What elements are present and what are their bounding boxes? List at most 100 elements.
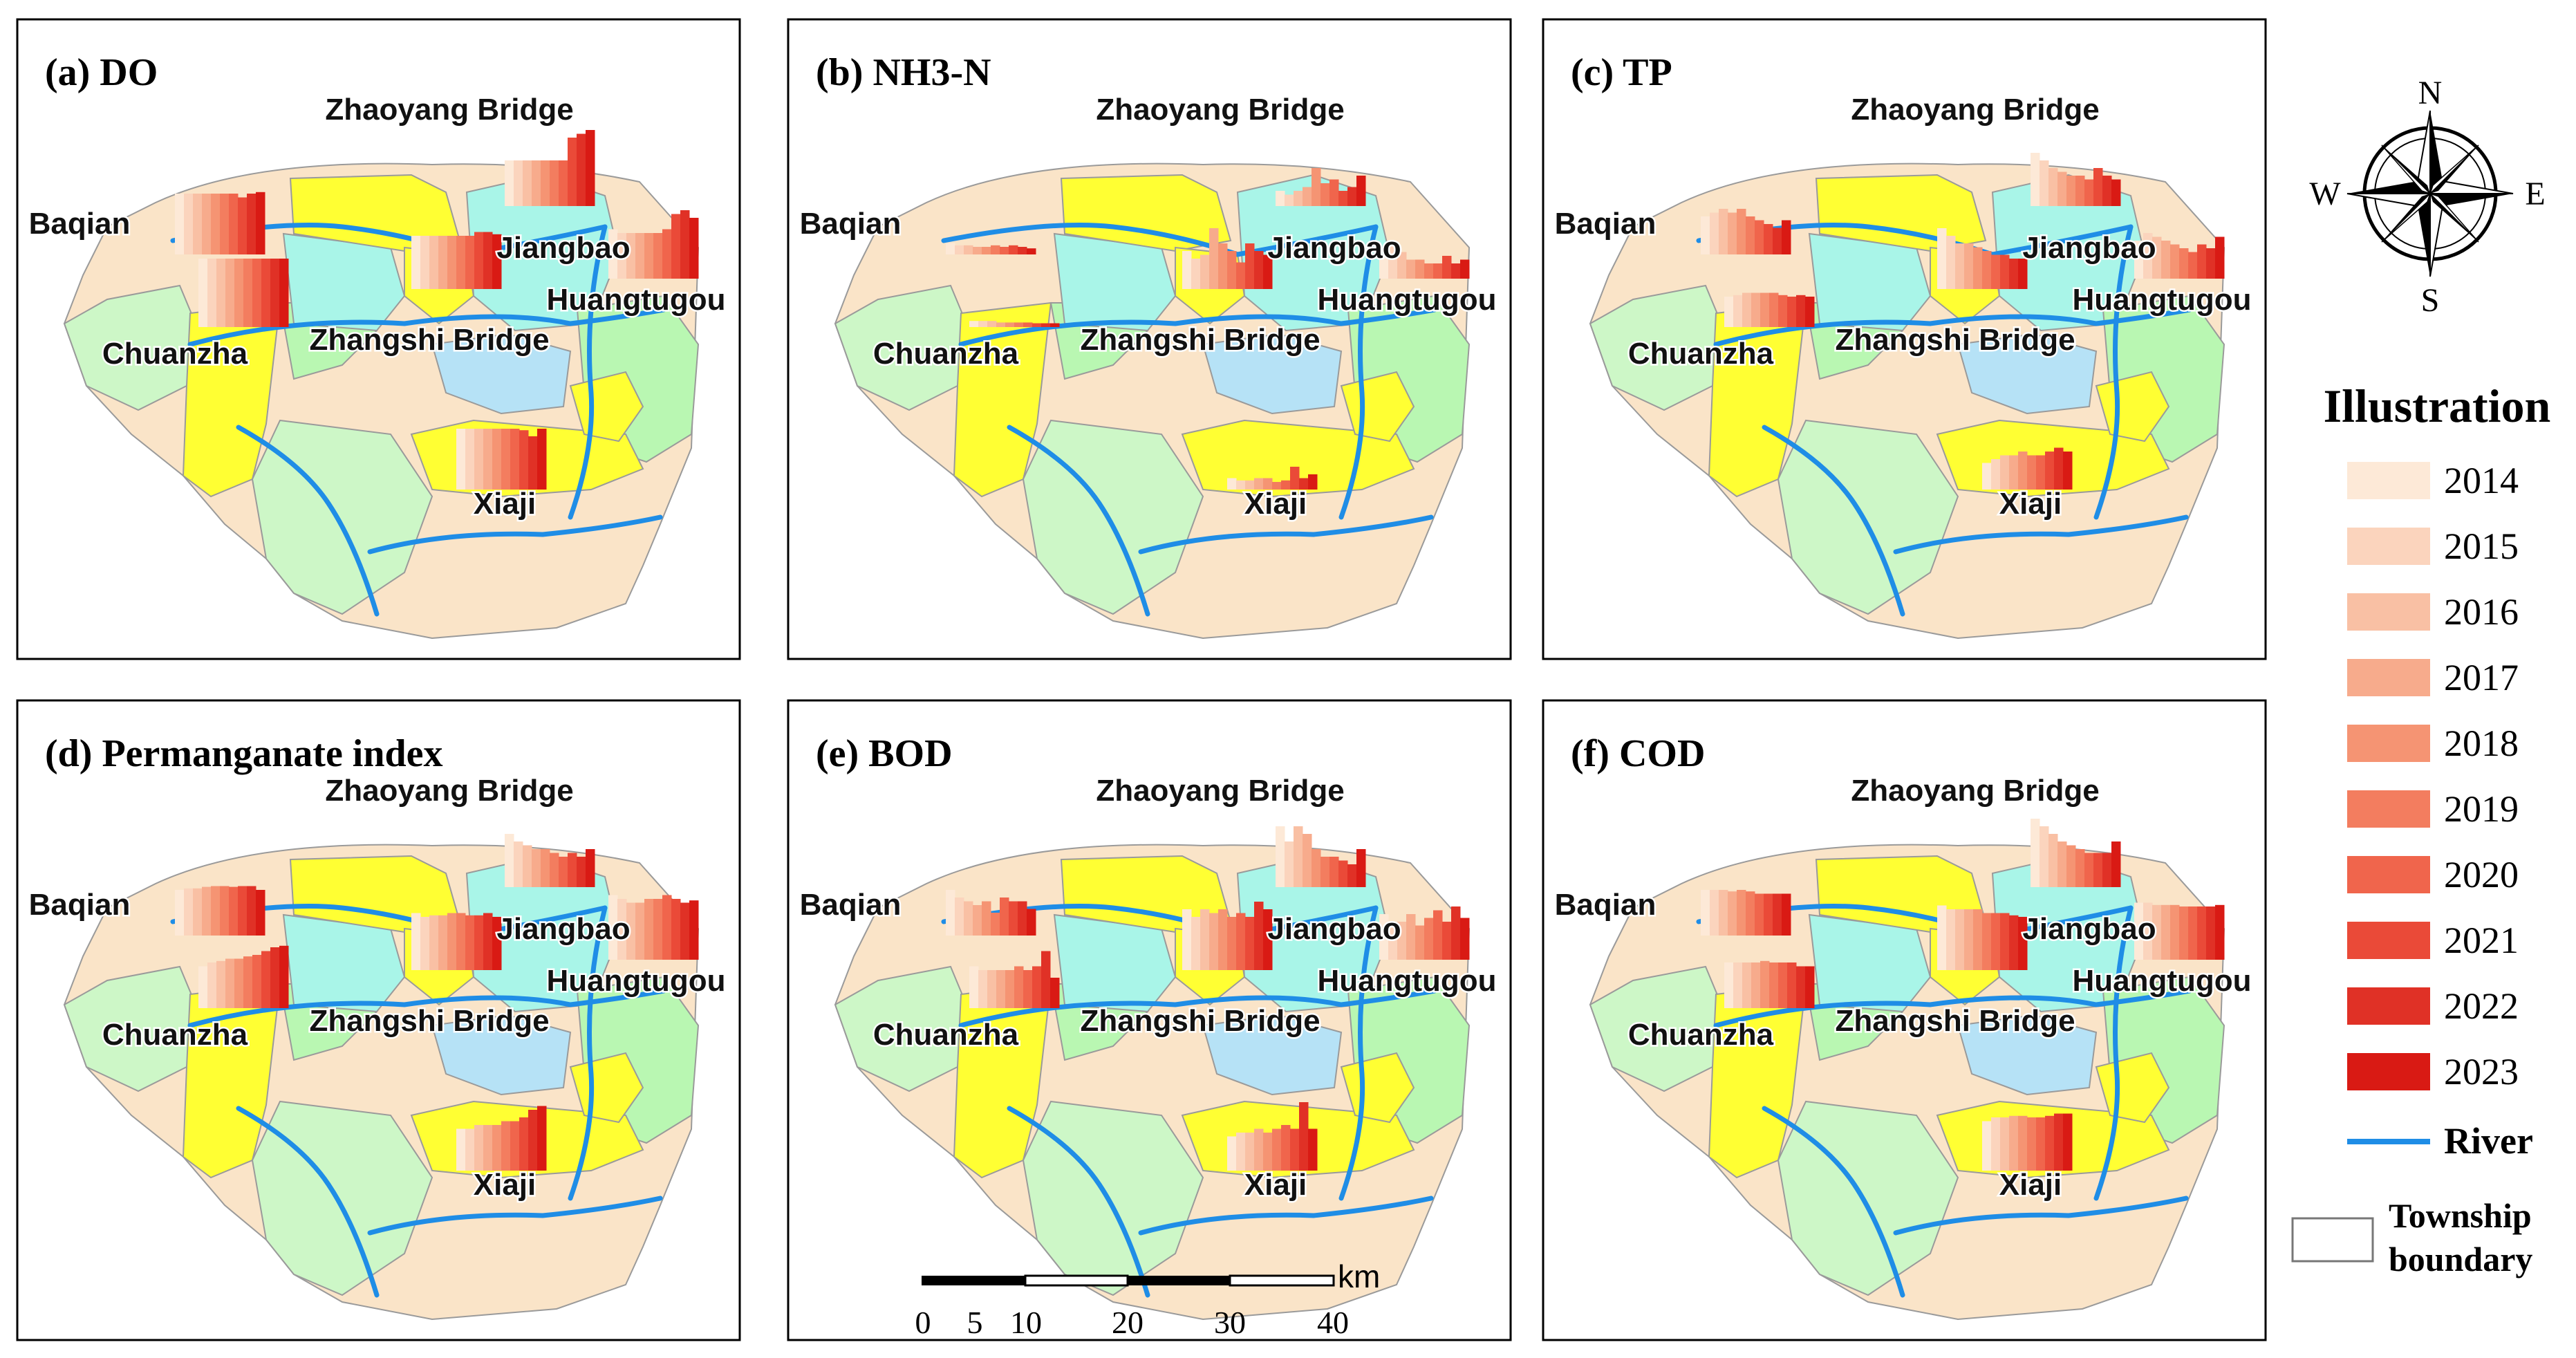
bar — [2134, 902, 2144, 960]
bar — [1451, 263, 1461, 279]
panel-a: (a) DO Zhaoyang Bridge Baqian Jiangbao Huang… — [16, 18, 741, 660]
bar — [1009, 245, 1018, 254]
bar — [1955, 243, 1965, 289]
bar — [1728, 891, 1737, 936]
bar — [1245, 917, 1255, 970]
scale-tick-5: 5 — [967, 1305, 983, 1340]
bar — [626, 902, 636, 960]
bar — [2009, 915, 2019, 970]
bar — [220, 886, 230, 936]
bar — [523, 160, 532, 206]
bar — [2063, 452, 2073, 490]
bar — [1719, 209, 1728, 254]
bar — [1755, 893, 1764, 936]
bar — [1005, 322, 1015, 327]
panel-c-label-zhangshi-bridge: Zhangshi Bridge — [1835, 323, 2075, 357]
bar — [1737, 209, 1746, 254]
panel-f-bars-zhaoyang-bridge — [2031, 819, 2121, 887]
bar — [2188, 906, 2198, 960]
scale-tick-30: 30 — [1214, 1305, 1246, 1340]
panel-e-label-zhaoyang-bridge: Zhaoyang Bridge — [1096, 774, 1344, 808]
bar — [1991, 913, 2001, 970]
panel-c-label-chuanzha: Chuanzha — [1628, 337, 1774, 371]
bar — [456, 236, 466, 289]
legend-year-2017: 2017 — [2444, 657, 2519, 698]
bar — [184, 194, 194, 254]
bar — [1710, 890, 1719, 936]
legend-swatch-2015 — [2347, 528, 2430, 565]
bar — [1728, 212, 1737, 254]
bar — [1285, 841, 1294, 887]
compass-s-label: S — [2421, 282, 2440, 319]
bar — [2036, 455, 2046, 490]
bar — [2018, 917, 2028, 970]
panel-a-bars-chuanzha — [198, 259, 289, 327]
bar — [1773, 227, 1782, 254]
bar — [1027, 909, 1036, 936]
bar — [456, 913, 466, 970]
bar — [492, 917, 502, 970]
legend-boundary-label-1: Township — [2389, 1196, 2532, 1235]
panel-e-bars-xiaji — [1227, 1102, 1318, 1171]
bar — [1937, 228, 1947, 289]
bar — [1760, 960, 1770, 1008]
bar — [2040, 826, 2049, 887]
panel-a-bars-huangtugou — [608, 210, 699, 279]
bar — [946, 243, 955, 254]
bar — [1320, 857, 1330, 887]
bar — [1303, 187, 1312, 206]
panel-a-bars-jiangbao — [411, 232, 502, 289]
bar — [2197, 906, 2207, 960]
bar — [532, 160, 541, 206]
bar — [1796, 966, 1806, 1008]
legend-year-2015: 2015 — [2444, 525, 2519, 567]
bar — [608, 895, 618, 960]
bar — [225, 958, 235, 1008]
bar — [2045, 1115, 2055, 1171]
bar — [261, 951, 271, 1008]
bar — [1281, 480, 1291, 490]
panel-e: (e) BOD Zhaoyang Bridge Baqian Jiangbao Huan… — [787, 699, 1512, 1341]
bar — [978, 321, 988, 327]
bar — [2161, 904, 2171, 960]
bar — [1805, 297, 1815, 327]
panel-b-label-baqian: Baqian — [800, 207, 902, 241]
bar — [1245, 1133, 1255, 1171]
panel-b: (b) NH3-N Zhaoyang Bridge Baqian Jiangbao Hu… — [787, 18, 1512, 660]
legend-swatch-2022 — [2347, 987, 2430, 1025]
panel-f-bars-baqian — [1701, 890, 1791, 936]
bar — [2045, 452, 2055, 490]
bar — [1308, 1128, 1318, 1171]
panel-f-bars-huangtugou — [2134, 902, 2225, 960]
panel-a-bars-xiaji — [456, 429, 547, 490]
panel-c-bars-zhaoyang-bridge — [2031, 153, 2121, 206]
bar — [1424, 918, 1434, 960]
bar — [1236, 480, 1246, 490]
bar — [438, 236, 448, 289]
panel-a-title: (a) DO — [45, 51, 158, 94]
panel-b-label-jiangbao: Jiangbao — [1267, 231, 1401, 265]
bar — [1415, 259, 1425, 279]
bar — [1424, 263, 1434, 279]
bar — [680, 210, 690, 279]
bar — [193, 888, 203, 936]
bar — [2102, 176, 2112, 206]
legend: Illustration 2014 2015 2016 2017 2018 2019 202… — [2291, 380, 2550, 1278]
bar — [202, 886, 212, 936]
bar — [1227, 1136, 1237, 1171]
bar — [2084, 853, 2094, 887]
panel-f-label-chuanzha: Chuanzha — [1628, 1018, 1774, 1052]
bar — [238, 197, 248, 254]
bar — [256, 890, 265, 936]
bar — [1272, 1128, 1282, 1171]
bar — [982, 901, 991, 936]
panel-d-label-zhaoyang-bridge: Zhaoyang Bridge — [325, 774, 573, 808]
bar — [1982, 1121, 1992, 1171]
bar — [577, 857, 586, 887]
bar — [2206, 248, 2216, 279]
panel-e-label-huangtugou: Huangtugou — [1317, 964, 1496, 998]
bar — [474, 915, 484, 970]
legend-year-swatches: 2014 2015 2016 2017 2018 2019 2020 2021 2022 2023 — [2347, 460, 2519, 1092]
bar — [2075, 176, 2085, 206]
